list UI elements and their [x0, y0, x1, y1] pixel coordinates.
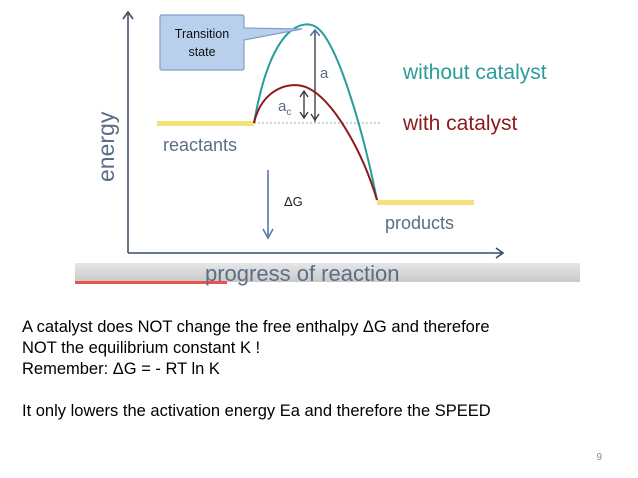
label-ac-sub: c [286, 107, 291, 118]
label-with-catalyst: with catalyst [402, 112, 518, 135]
label-delta-g: ΔG [284, 194, 303, 209]
y-axis-label: energy [93, 111, 119, 182]
label-products: products [385, 213, 454, 233]
text-line-1: A catalyst does NOT change the free enth… [22, 318, 490, 336]
callout-line-2: state [188, 45, 215, 59]
x-axis-label: progress of reaction [205, 261, 399, 286]
text-line-4 [22, 380, 622, 401]
text-line-2: NOT the equilibrium constant K ! [22, 339, 261, 357]
label-a: a [320, 65, 329, 82]
callout-line-1: Transition [175, 27, 229, 41]
footer-bar [75, 263, 580, 282]
curve-with-catalyst [253, 84, 378, 201]
label-ac-main: a [278, 98, 287, 115]
transition-state-callout: Transition state [159, 14, 303, 71]
reactants-level [157, 121, 254, 126]
energy-diagram: energy progress of reaction a ac ΔG reac… [75, 10, 580, 286]
footer-accent-line [75, 281, 227, 284]
text-line-3: Remember: ΔG = - RT ln K [22, 360, 220, 378]
label-without-catalyst: without catalyst [402, 61, 547, 84]
products-level [377, 200, 474, 205]
page-number: 9 [596, 452, 602, 463]
explanation-text: A catalyst does NOT change the free enth… [22, 317, 622, 422]
label-ac: ac [278, 98, 291, 118]
curve-without-catalyst [253, 23, 378, 201]
label-reactants: reactants [163, 135, 237, 155]
text-line-5: It only lowers the activation energy Ea … [22, 402, 491, 420]
